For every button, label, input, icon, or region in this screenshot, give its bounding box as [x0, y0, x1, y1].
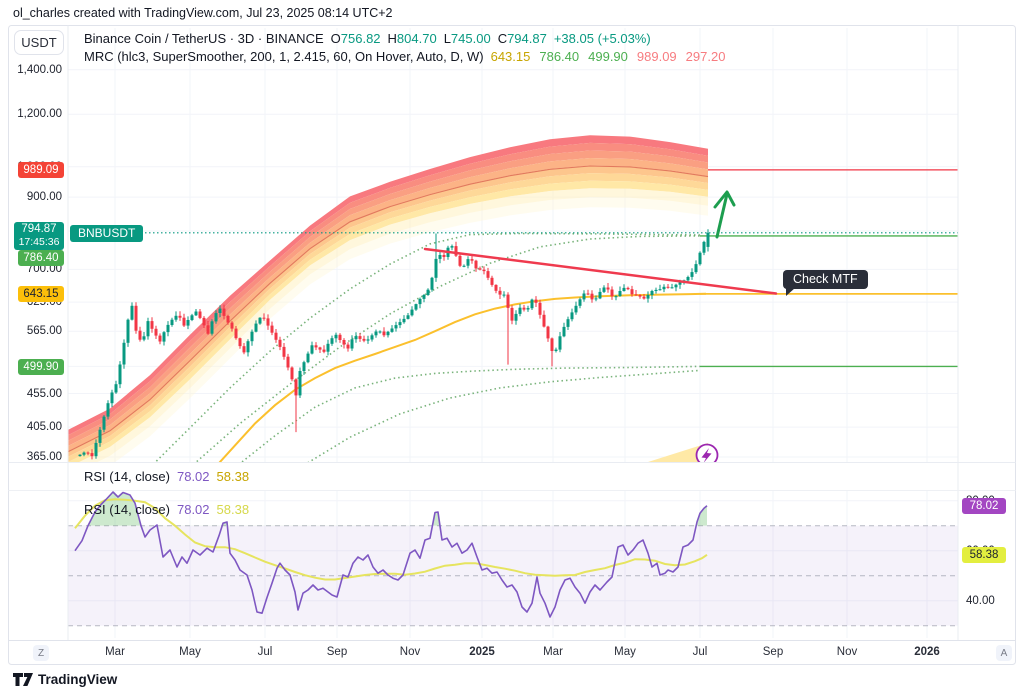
time-tick-label: Nov [836, 646, 858, 658]
indicator-value: 989.09 [636, 49, 677, 64]
tradingview-logo-icon [13, 673, 33, 686]
scale-a-button[interactable]: A [996, 645, 1012, 661]
symbol-legend-row[interactable]: Binance Coin / TetherUS · 3D · BINANCE O… [84, 31, 651, 46]
rsi-legend-value-2: 78.02 [176, 502, 210, 517]
rsi-overbought-fill [75, 492, 707, 526]
indicator-value: 786.40 [539, 49, 580, 64]
time-tick-label: Jul [257, 646, 273, 658]
widget-border [8, 25, 1016, 665]
time-tick-label: Sep [762, 646, 784, 658]
mrc-dotted-upper-w [195, 235, 701, 462]
ohlc-close: C794.87 [497, 31, 547, 46]
rsi-legend-value: 78.02 [176, 469, 210, 484]
price-tick-label: 1,400.00 [17, 63, 62, 76]
rsi-legend-ma-value-2: 58.38 [216, 502, 250, 517]
candles [78, 229, 710, 460]
price-tick-label: 1,200.00 [17, 108, 62, 121]
price-change: +38.05 (+5.03%) [553, 31, 651, 46]
scale-z-button[interactable]: Z [33, 645, 49, 661]
price-badge-last: 794.87 17:45:36 [14, 222, 64, 250]
indicator-value: 297.20 [685, 49, 726, 64]
time-tick-label: Mar [105, 646, 125, 658]
time-tick-label: 2025 [469, 646, 495, 658]
rsi-pane[interactable] [68, 491, 958, 638]
price-badge-s1: 499.90 [18, 358, 64, 375]
currency-unit-button[interactable]: USDT [14, 30, 64, 55]
rsi-badge-ma: 58.38 [962, 546, 1006, 563]
ohlc-open: O756.82 [330, 31, 381, 46]
price-tick-label: 405.00 [26, 421, 62, 434]
ohlc-high: H804.70 [387, 31, 437, 46]
price-badge-r2: 989.09 [18, 161, 64, 178]
price-badge-r1: 786.40 [18, 250, 64, 266]
indicator-legend-row[interactable]: MRC (hlc3, SuperSmoother, 200, 1, 2.415,… [84, 49, 725, 64]
price-tick-label: 365.00 [26, 451, 62, 463]
time-tick-label: 2026 [914, 646, 940, 658]
price-tick-label: 900.00 [26, 191, 62, 204]
price-tick-label: 455.00 [26, 387, 62, 400]
indicator-value: 643.15 [490, 49, 531, 64]
price-badge-mean: 643.15 [18, 286, 64, 302]
rsi-legend-title-2[interactable]: RSI (14, close) [84, 502, 170, 517]
mrc-mean-curve [218, 292, 707, 462]
attribution-text: ol_charles created with TradingView.com,… [13, 6, 393, 20]
mrc-band [68, 135, 709, 462]
time-tick-label: Sep [326, 646, 348, 658]
time-tick-label: May [179, 646, 201, 658]
check-mtf-drawing-label[interactable]: Check MTF [783, 270, 868, 296]
rsi-legend-row-outer[interactable]: RSI (14, close) 78.02 58.38 [84, 469, 249, 484]
trendline-drawing[interactable] [423, 247, 778, 295]
time-tick-label: Nov [399, 646, 421, 658]
ohlc-low: L745.00 [443, 31, 491, 46]
mrc-dotted-upper-d [154, 232, 701, 462]
time-tick-label: May [614, 646, 636, 658]
last-price-value: 794.87 [21, 223, 57, 235]
bar-countdown: 17:45:36 [18, 236, 60, 248]
mrc-dotted-lower-w [307, 369, 701, 462]
indicator-values: 643.15 786.40 499.90 989.09 297.20 [491, 49, 726, 64]
tradingview-logo[interactable]: TradingView [13, 672, 117, 687]
mrc-dotted-lower-d [240, 365, 701, 462]
rsi-legend-ma-value: 58.38 [216, 469, 250, 484]
rsi-badge-value: 78.02 [962, 497, 1006, 514]
arrow-drawing[interactable] [713, 190, 736, 239]
rsi-legend-title[interactable]: RSI (14, close) [84, 469, 170, 484]
price-tick-label: 565.00 [26, 325, 62, 338]
rsi-ma-line [74, 498, 708, 581]
tradingview-logo-text: TradingView [38, 672, 118, 687]
rsi-tick-label: 40.00 [966, 594, 995, 607]
lower-band-wedge [648, 443, 708, 462]
indicator-title[interactable]: MRC (hlc3, SuperSmoother, 200, 1, 2.415,… [84, 49, 484, 64]
indicator-bolt-icon [695, 443, 719, 462]
time-tick-label: Jul [692, 646, 708, 658]
rsi-line [74, 491, 708, 618]
price-tick-label: 700.00 [26, 263, 62, 276]
symbol-flag-tag[interactable]: BNBUSDT [70, 225, 144, 242]
rsi-legend-row-pane[interactable]: RSI (14, close) 78.02 58.38 [84, 502, 249, 517]
indicator-value: 499.90 [588, 49, 628, 64]
symbol-title[interactable]: Binance Coin / TetherUS · 3D · BINANCE [84, 31, 324, 46]
main-pane[interactable] [68, 28, 958, 487]
time-tick-label: Mar [543, 646, 563, 658]
